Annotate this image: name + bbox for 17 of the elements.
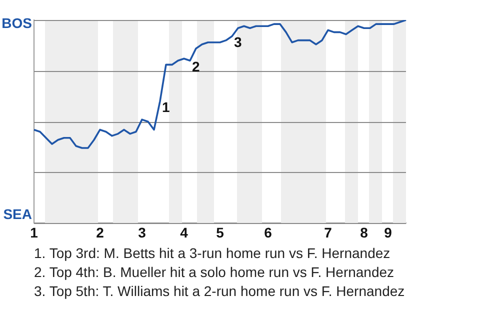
x-tick-label: 9 [384, 224, 392, 240]
annotation: 3 [234, 34, 242, 50]
text: 1. Top 3rd: M. Betts hit a 3-run home run vs F. Hernandez [34, 244, 392, 263]
x-tick-label: 8 [360, 224, 368, 240]
x-tick-label: 6 [264, 224, 272, 240]
annotation: 1 [162, 99, 170, 116]
text: 2. Top 4th: B. Mueller hit a solo home run vs F. Hernandez [34, 263, 396, 282]
x-tick-label: 5 [216, 224, 224, 240]
x-tick-label: 1 [30, 224, 38, 240]
x-tick-label: 4 [180, 224, 188, 240]
text: 3. Top 5th: T. Williams hit a 2-run home run vs F. Hernandez [34, 282, 405, 301]
x-tick-label: 7 [324, 224, 332, 240]
x-tick-label: 3 [138, 224, 146, 240]
text: BOS [2, 14, 32, 31]
annotation: 2 [192, 58, 200, 74]
x-tick-label: 2 [96, 224, 104, 240]
text: SEA [3, 206, 32, 222]
